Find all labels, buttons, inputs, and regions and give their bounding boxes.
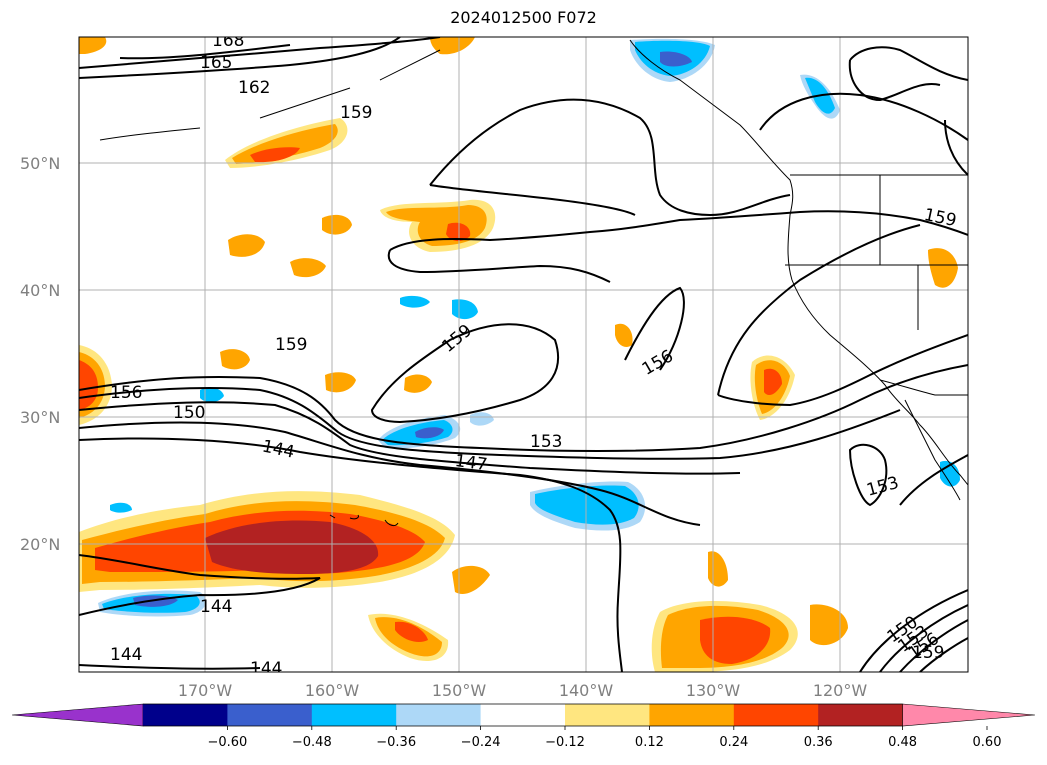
map-frame [78, 36, 969, 673]
colorbar-tick-label: 0.60 [973, 735, 1002, 750]
colorbar-outline [143, 703, 903, 727]
contour-label: 144 [200, 597, 232, 617]
contour-label: 162 [238, 78, 270, 98]
contour-label: 153 [530, 432, 562, 452]
colorbar-segment [227, 704, 313, 726]
colorbar-tick-label: 0.48 [888, 735, 917, 750]
colorbar-segment [565, 704, 650, 726]
shading-layer [79, 37, 960, 672]
colorbar-tick-label: −0.48 [292, 735, 332, 750]
graticule [79, 37, 968, 672]
lon-label-170w: 170°W [178, 681, 233, 700]
contour-label: 168 [212, 31, 244, 51]
lon-label-120w: 120°W [813, 681, 868, 700]
lon-label-140w: 140°W [559, 681, 614, 700]
lon-label-150w: 150°W [432, 681, 487, 700]
lat-label-40n: 40°N [20, 281, 60, 300]
map-title: 2024012500 F072 [450, 8, 597, 27]
height-contours [79, 37, 968, 672]
contour-label: 159 [340, 103, 372, 123]
colorbar-tick-label: 0.24 [719, 735, 748, 750]
colorbar-tick-label: −0.12 [545, 735, 585, 750]
colorbar-segment [311, 704, 397, 726]
colorbar: −0.60 −0.48 −0.36 −0.24 −0.12 0.12 0.24 0.36 0.4… [11, 703, 1036, 750]
coastlines [99, 39, 968, 527]
colorbar-segment [733, 704, 819, 726]
lat-label-50n: 50°N [20, 154, 60, 173]
lat-label-30n: 30°N [20, 408, 60, 427]
colorbar-segment [396, 704, 482, 726]
contour-label: 156 [110, 383, 142, 403]
contour-label: 150 [173, 403, 205, 423]
contour-labels: 168 165 162 159 159 159 156 150 144 147 … [110, 31, 958, 679]
colorbar-tick-label: −0.36 [376, 735, 416, 750]
colorbar-segment [143, 704, 228, 726]
contour-label: 144 [110, 645, 142, 665]
colorbar-tick-label: −0.24 [461, 735, 501, 750]
colorbar-tick-label: 0.12 [635, 735, 664, 750]
colorbar-extend-high [902, 703, 1036, 727]
contour-label: 165 [200, 53, 232, 73]
colorbar-segment [818, 704, 904, 726]
colorbar-segment [480, 704, 566, 726]
colorbar-segment [649, 704, 735, 726]
colorbar-tick-label: 0.36 [804, 735, 833, 750]
contour-label: 159 [912, 643, 944, 663]
lon-label-130w: 130°W [686, 681, 741, 700]
colorbar-tick-label: −0.60 [207, 735, 247, 750]
contour-label: 147 [454, 451, 489, 475]
contour-label: 144 [250, 659, 282, 679]
lon-label-160w: 160°W [305, 681, 360, 700]
lat-label-20n: 20°N [20, 535, 60, 554]
colorbar-extend-low [11, 703, 144, 727]
contour-label: 159 [275, 335, 307, 355]
